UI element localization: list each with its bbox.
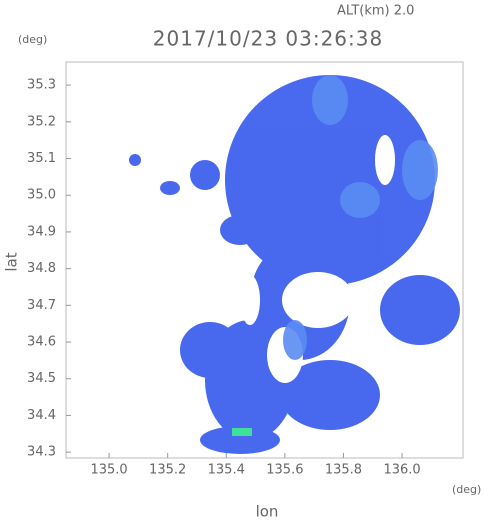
y-tick-label: 34.5: [27, 371, 56, 386]
y-tick-label: 34.9: [27, 224, 56, 239]
x-tick-label: 136.0: [383, 463, 420, 478]
y-tick-label: 34.7: [27, 298, 56, 313]
y-tick-label: 34.3: [27, 445, 56, 460]
y-tick-label: 35.2: [27, 114, 56, 129]
y-tick-label: 34.8: [27, 261, 56, 276]
radar-echo: [129, 75, 460, 454]
y-tick-label: 34.6: [27, 335, 56, 350]
x-tick-label: 135.8: [325, 463, 362, 478]
y-tick-label: 35.0: [27, 188, 56, 203]
x-unit: (deg): [452, 483, 481, 496]
plot-frame: [65, 61, 464, 459]
y-tick-label: 35.1: [27, 151, 56, 166]
y-label: lat: [3, 252, 21, 271]
chart-title: 2017/10/23 03:26:38: [153, 27, 383, 51]
x-tick-label: 135.4: [208, 463, 245, 478]
altitude-label: ALT(km) 2.0: [337, 4, 414, 19]
y-tick-label: 35.3: [27, 78, 56, 93]
x-tick-label: 135.0: [90, 463, 127, 478]
x-label: lon: [256, 503, 279, 521]
y-unit: (deg): [18, 33, 47, 46]
y-tick-label: 34.4: [27, 408, 56, 423]
x-tick-label: 135.2: [149, 463, 186, 478]
x-tick-label: 135.6: [266, 463, 303, 478]
